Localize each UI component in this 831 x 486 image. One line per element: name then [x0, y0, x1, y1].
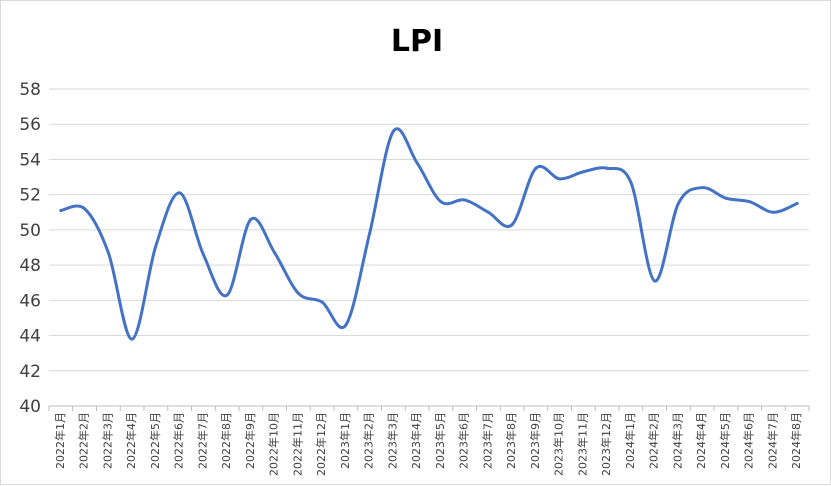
- x-tick-label: 2023年2月: [362, 412, 376, 469]
- x-tick-label: 2023年6月: [457, 412, 471, 469]
- data-point: [486, 210, 490, 214]
- data-point: [415, 161, 419, 165]
- x-tick-label: 2024年8月: [789, 412, 803, 469]
- x-tick-label: 2023年1月: [338, 412, 352, 469]
- x-tick-label: 2023年9月: [528, 412, 542, 469]
- data-point: [724, 196, 728, 200]
- x-tick-label: 2023年4月: [409, 412, 423, 469]
- x-tick-label: 2023年11月: [575, 412, 589, 476]
- data-point: [510, 223, 514, 227]
- lpi-series-line: [59, 127, 799, 341]
- x-tick-label: 2022年4月: [124, 412, 138, 469]
- data-point: [225, 293, 229, 297]
- y-tick-label: 42: [19, 362, 41, 382]
- y-tick-label: 48: [19, 256, 41, 276]
- data-point: [391, 129, 395, 133]
- y-tick-label: 52: [19, 186, 41, 206]
- x-tick-label: 2022年8月: [219, 412, 233, 469]
- series-layer: [59, 127, 799, 341]
- x-tick-label: 2022年7月: [195, 412, 209, 469]
- x-tick-label: 2022年3月: [100, 412, 114, 469]
- gridlines: [48, 88, 810, 411]
- x-tick-label: 2022年2月: [77, 412, 91, 469]
- x-tick-label: 2022年1月: [53, 412, 67, 469]
- data-point: [629, 180, 633, 184]
- data-point: [106, 251, 110, 255]
- data-point: [581, 170, 585, 174]
- x-tick-label: 2022年5月: [148, 412, 162, 469]
- x-tick-label: 2022年12月: [314, 412, 328, 476]
- y-tick-label: 46: [19, 291, 41, 311]
- data-point: [201, 253, 205, 257]
- x-tick-label: 2023年7月: [480, 412, 494, 469]
- data-point: [59, 209, 63, 213]
- data-point: [296, 291, 300, 295]
- x-tick-label: 2024年4月: [694, 412, 708, 469]
- data-point: [130, 337, 134, 341]
- y-tick-label: 40: [19, 397, 41, 417]
- data-point: [154, 244, 158, 248]
- data-point: [273, 251, 277, 255]
- data-point: [534, 166, 538, 170]
- x-tick-label: 2024年3月: [670, 412, 684, 469]
- x-tick-label: 2024年2月: [647, 412, 661, 469]
- y-tick-label: 44: [19, 327, 41, 347]
- chart-title: LPI: [391, 24, 443, 59]
- y-tick-label: 50: [19, 221, 41, 241]
- data-point: [700, 186, 704, 190]
- x-tick-label: 2022年6月: [172, 412, 186, 469]
- data-point: [439, 200, 443, 204]
- x-tick-label: 2023年10月: [552, 412, 566, 476]
- data-point: [771, 210, 775, 214]
- x-tick-label: 2024年7月: [765, 412, 779, 469]
- x-tick-label: 2023年8月: [504, 412, 518, 469]
- data-point: [748, 200, 752, 204]
- data-point: [795, 201, 799, 205]
- data-point: [178, 191, 182, 195]
- data-point: [653, 279, 657, 283]
- y-tick-label: 58: [19, 80, 41, 100]
- data-point: [558, 177, 562, 181]
- x-axis-tick-labels: 2022年1月 2022年2月 2022年3月 2022年4月 2022年5月 2022年…: [53, 412, 803, 476]
- data-point: [463, 198, 467, 202]
- x-tick-label: 2022年10月: [267, 412, 281, 476]
- x-tick-label: 2023年5月: [433, 412, 447, 469]
- x-tick-label: 2022年9月: [243, 412, 257, 469]
- data-point: [320, 300, 324, 304]
- data-point: [368, 231, 372, 235]
- x-tick-label: 2024年5月: [718, 412, 732, 469]
- data-point: [249, 217, 253, 221]
- x-tick-label: 2023年3月: [385, 412, 399, 469]
- data-point: [344, 323, 348, 327]
- x-tick-label: 2022年11月: [290, 412, 304, 476]
- y-axis-tick-labels: 40 42 44 46 48 50 52 54 56 58: [19, 80, 41, 417]
- y-tick-label: 54: [19, 150, 41, 170]
- data-point: [605, 166, 609, 170]
- y-tick-label: 56: [19, 115, 41, 135]
- x-tick-label: 2024年6月: [742, 412, 756, 469]
- data-point: [676, 201, 680, 205]
- data-point: [83, 207, 87, 211]
- x-tick-label: 2024年1月: [623, 412, 637, 469]
- x-tick-label: 2023年12月: [599, 412, 613, 476]
